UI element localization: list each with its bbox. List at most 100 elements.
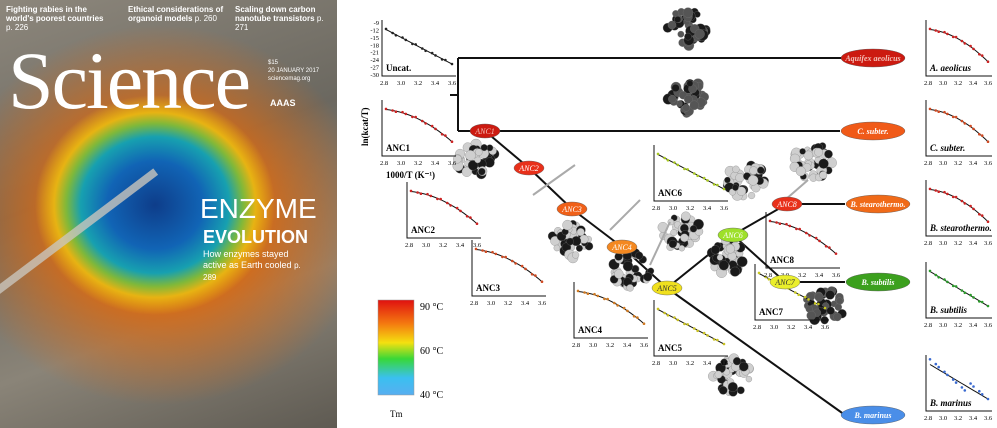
tm-label-90: 90 °C xyxy=(420,302,443,313)
plot-xtick-label: 2.8 xyxy=(924,240,932,247)
plot-marker xyxy=(424,49,427,53)
node-label: B. stearothermo. xyxy=(850,200,906,209)
plot-marker xyxy=(963,291,967,295)
plot-label: ANC3 xyxy=(476,283,500,293)
rate-plot: 2.8 3.0 3.2 3.4 3.6 ANC2 xyxy=(405,182,482,249)
tree-node: ANC5 xyxy=(651,280,683,296)
rate-plot: 2.8 3.0 3.2 3.4 3.6 B. marinus xyxy=(924,355,993,422)
plot-xtick-label: 3.0 xyxy=(939,415,947,422)
plot-marker xyxy=(656,152,660,156)
plot-xtick-label: 2.8 xyxy=(924,80,932,87)
plot-xtick-label: 2.8 xyxy=(924,160,932,167)
node-label: ANC6 xyxy=(722,231,743,240)
plot-marker xyxy=(593,292,596,296)
protein-structure xyxy=(708,353,754,397)
plot-marker xyxy=(934,273,938,277)
plot-axes xyxy=(381,100,456,157)
plot-marker xyxy=(986,60,990,63)
node-ellipse xyxy=(840,48,906,68)
plot-marker xyxy=(430,124,434,128)
plot-marker xyxy=(394,34,398,37)
node-label: ANC4 xyxy=(611,243,632,252)
plot-xtick-label: 3.2 xyxy=(504,300,512,307)
plot-marker xyxy=(764,275,767,279)
plot-marker xyxy=(951,195,955,199)
plot-marker xyxy=(803,295,807,299)
plot-marker xyxy=(436,197,439,201)
plot-marker xyxy=(798,227,801,231)
tm-color-legend: 90 °C 60 °C 40 °C Tm xyxy=(377,299,443,419)
plot-xtick-label: 2.8 xyxy=(405,242,413,249)
plot-marker xyxy=(767,278,771,281)
plot-xtick-label: 3.0 xyxy=(770,324,778,331)
plot-marker xyxy=(934,189,938,192)
protein-structure xyxy=(789,142,837,182)
plot-marker xyxy=(943,370,946,374)
node-ellipse xyxy=(606,239,638,255)
plot-marker xyxy=(686,168,689,171)
plot-xtick-label: 3.0 xyxy=(589,342,597,349)
plot-marker xyxy=(828,246,831,249)
plot-marker xyxy=(960,386,964,389)
rate-plot: 2.8 3.0 3.2 3.4 3.6 ANC5 xyxy=(652,300,729,367)
node-label: C. subter. xyxy=(857,127,888,136)
node-label: B. subtilis xyxy=(861,278,895,287)
node-ellipse xyxy=(769,274,801,290)
plot-marker xyxy=(632,315,636,318)
plot-marker xyxy=(469,216,472,219)
plot-fit-line xyxy=(385,109,453,143)
node-ellipse xyxy=(556,201,588,217)
plot-marker xyxy=(986,304,990,308)
plot-marker xyxy=(969,382,972,385)
plot-xtick-label: 3.2 xyxy=(954,322,962,329)
cover-masthead: Science xyxy=(8,35,251,126)
node-label: B. marinus xyxy=(854,411,892,420)
protein-structure xyxy=(452,138,500,180)
plot-marker xyxy=(419,192,423,195)
plot-xtick-label: 3.4 xyxy=(703,360,712,367)
plot-marker xyxy=(444,134,447,137)
plot-marker xyxy=(946,112,949,116)
plot-marker xyxy=(481,249,484,252)
plot-xtick-label: 2.8 xyxy=(764,272,772,279)
plot-marker xyxy=(946,280,949,284)
plot-marker xyxy=(530,273,534,276)
plot-marker xyxy=(808,234,811,237)
node-ellipse xyxy=(840,121,906,141)
plot-xtick-label: 3.6 xyxy=(448,160,457,167)
plot-axes xyxy=(471,240,546,297)
cover-teaser-1: Fighting rabies in the world's poorest c… xyxy=(6,5,104,33)
plot-marker xyxy=(491,250,494,254)
plot-marker xyxy=(666,159,670,162)
plot-xtick-label: 3.4 xyxy=(969,415,978,422)
plot-ytick-label: -9 xyxy=(374,20,379,27)
node-label: ANC8 xyxy=(776,200,797,209)
plot-xtick-label: 3.0 xyxy=(487,300,495,307)
plot-xtick-label: 3.2 xyxy=(787,324,795,331)
arrow-line xyxy=(532,164,576,196)
phylogenetic-tree xyxy=(450,57,846,416)
plot-label: ANC4 xyxy=(578,325,602,335)
plot-ylabel: ln(kcat/T) xyxy=(360,107,370,146)
tm-color-bar xyxy=(377,299,415,396)
plot-xtick-label: 3.4 xyxy=(969,322,978,329)
plot-marker xyxy=(421,119,424,123)
plot-marker xyxy=(576,289,580,293)
arrow-line xyxy=(784,179,809,201)
plot-marker xyxy=(712,183,716,186)
plot-xtick-label: 3.4 xyxy=(431,160,440,167)
plot-marker xyxy=(440,58,444,61)
plot-marker xyxy=(986,220,990,223)
plot-marker xyxy=(928,187,932,191)
rate-plot: 2.8 3.0 3.2 3.4 3.6 -9-12-15-18-21-24-27-30 Un… xyxy=(370,20,457,87)
plot-ytick-label: -30 xyxy=(370,72,379,79)
tree-node: ANC3 xyxy=(556,201,588,217)
plot-marker xyxy=(954,115,958,119)
plot-label: B. subtilis xyxy=(929,305,968,315)
plot-ytick-label: -12 xyxy=(370,27,379,34)
plot-marker xyxy=(439,197,442,201)
plot-xtick-label: 2.8 xyxy=(380,80,388,87)
plot-marker xyxy=(951,284,955,288)
cover-teaser-3: Scaling down carbon nanotube transistors… xyxy=(235,5,324,33)
plot-xtick-label: 3.0 xyxy=(397,160,405,167)
